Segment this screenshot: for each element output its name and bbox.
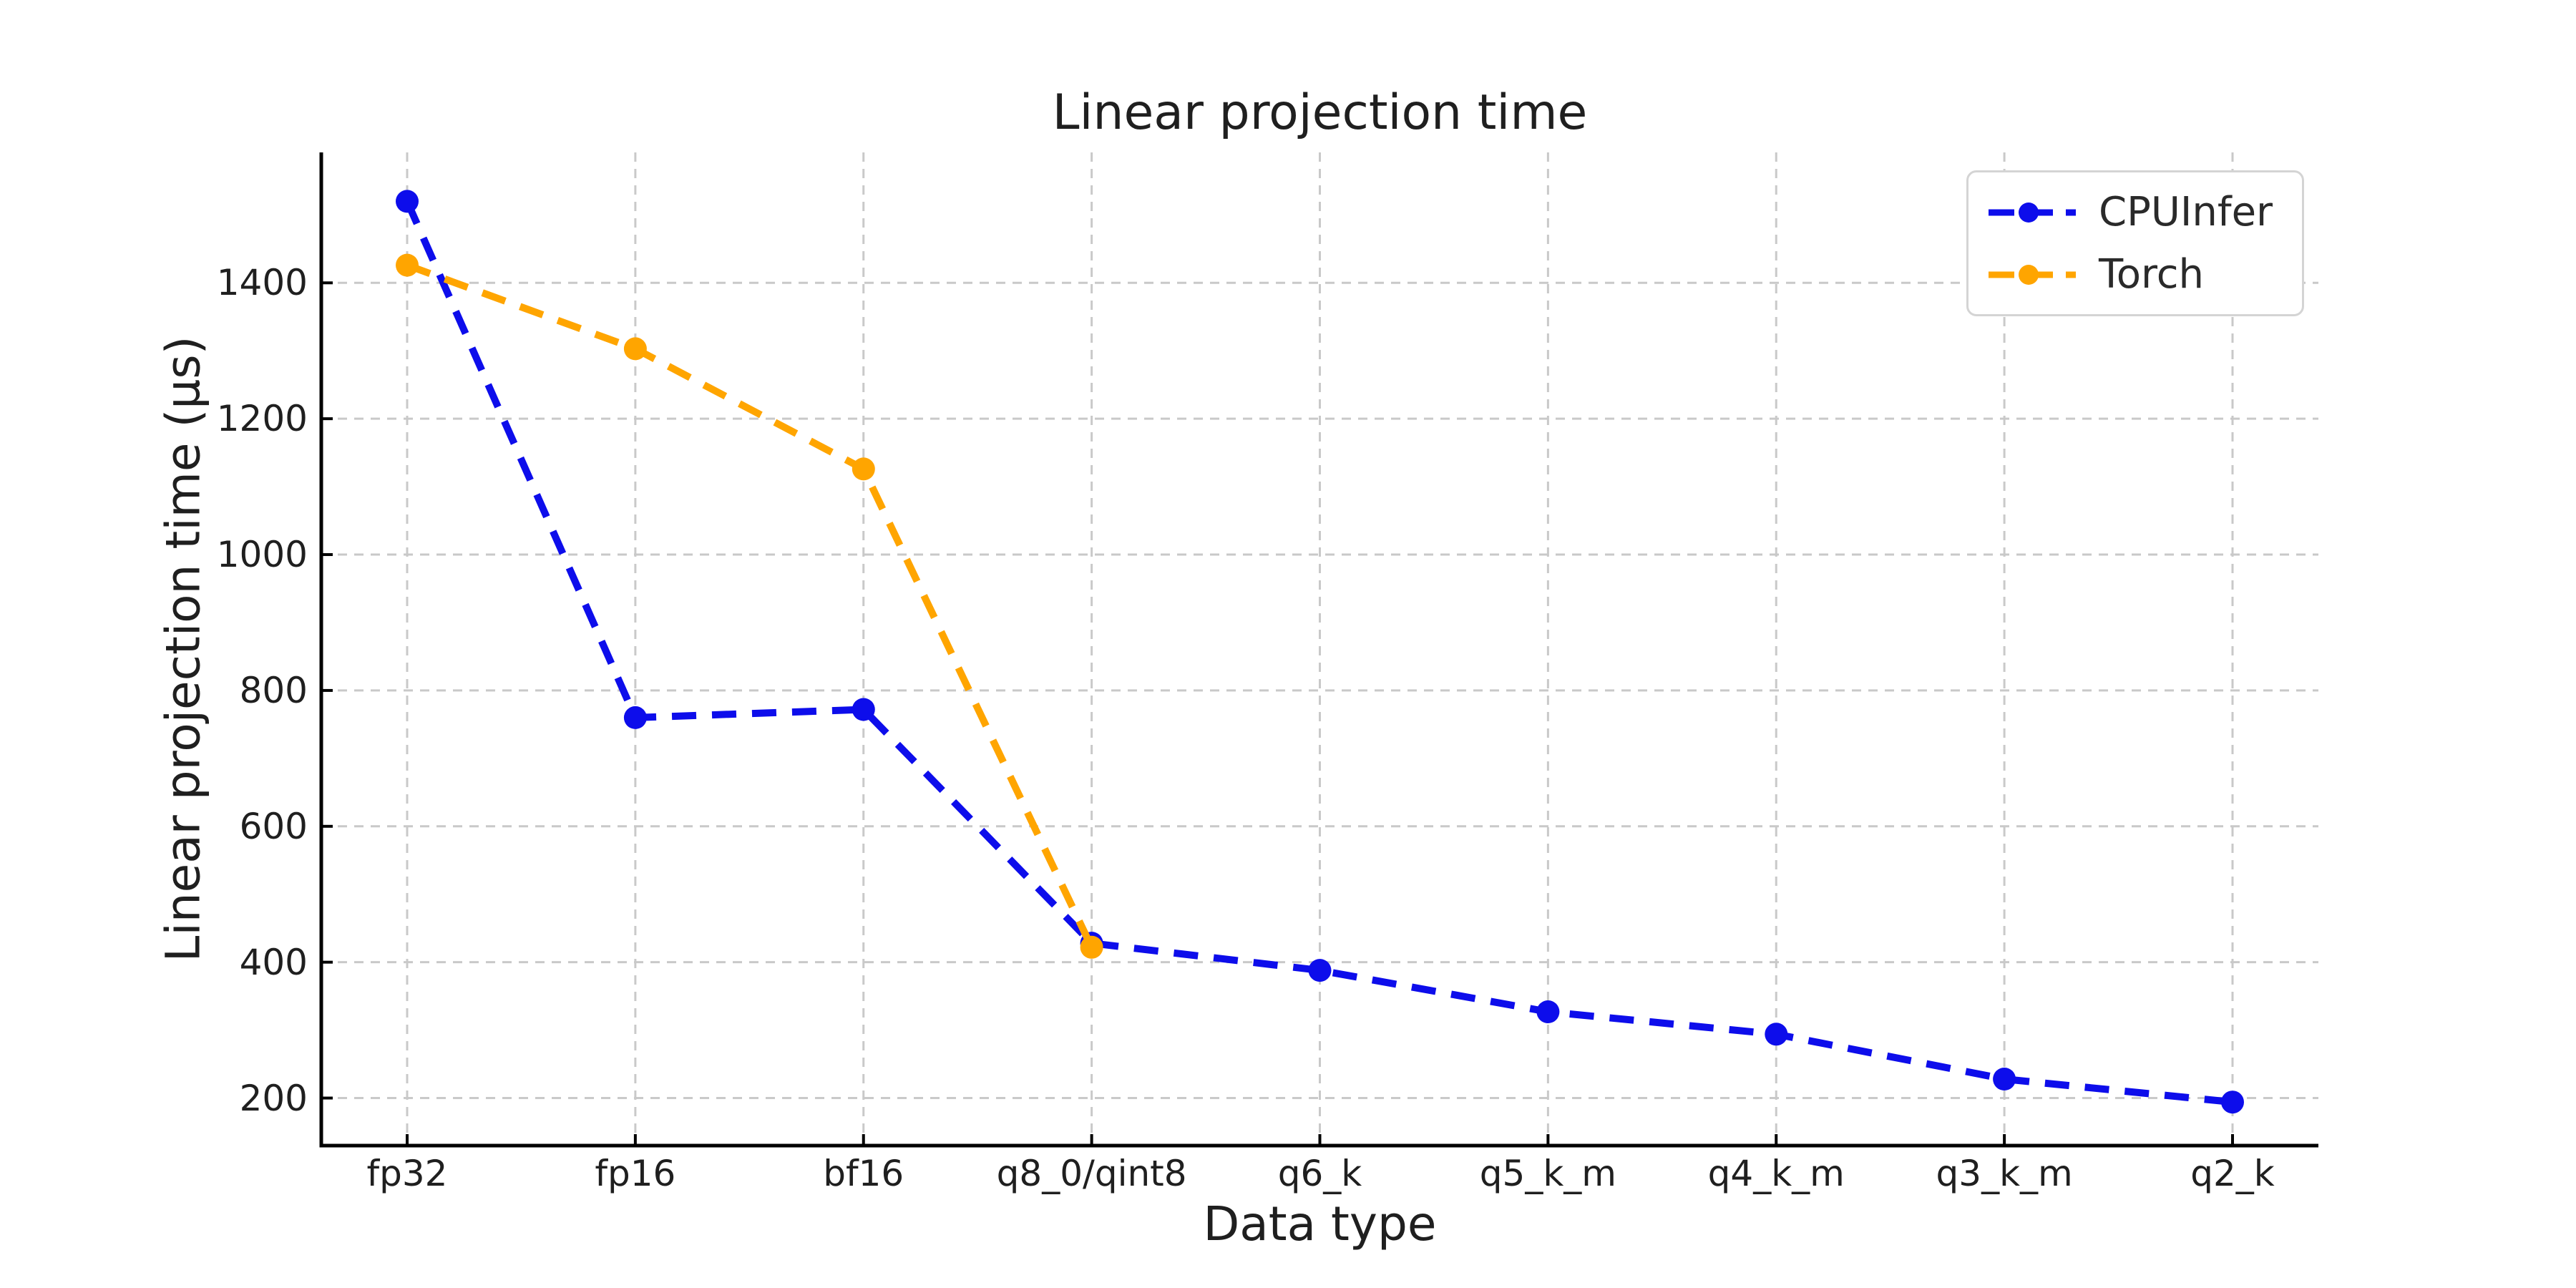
x-tick-label: q8_0/qint8 — [996, 1153, 1187, 1194]
y-tick-label: 800 — [239, 669, 308, 711]
data-point-CPUInfer — [1536, 1000, 1560, 1023]
y-tick-label: 200 — [239, 1077, 308, 1119]
y-tick-label: 400 — [239, 941, 308, 983]
x-tick-label: bf16 — [823, 1153, 904, 1194]
data-point-CPUInfer — [396, 190, 419, 213]
x-tick-label: q2_k — [2190, 1153, 2275, 1194]
y-tick-label: 1400 — [216, 262, 308, 304]
data-point-Torch — [1080, 935, 1103, 959]
data-point-CPUInfer — [1308, 959, 1332, 982]
x-tick-label: fp16 — [595, 1153, 676, 1194]
data-point-CPUInfer — [1993, 1068, 2016, 1091]
x-tick-label: q6_k — [1277, 1153, 1362, 1194]
legend: CPUInfer Torch — [1966, 170, 2304, 316]
x-tick-label: q3_k_m — [1936, 1153, 2073, 1194]
x-tick-label: q4_k_m — [1707, 1153, 1845, 1194]
data-point-CPUInfer — [852, 698, 875, 721]
chart-title: Linear projection time — [1052, 84, 1588, 141]
series-line-CPUInfer — [404, 200, 2233, 1106]
y-tick-label: 600 — [239, 805, 308, 847]
data-point-CPUInfer — [623, 706, 647, 729]
x-tick-label: fp32 — [366, 1153, 448, 1194]
data-point-CPUInfer — [1765, 1023, 1788, 1046]
x-axis-label: Data type — [1203, 1196, 1437, 1252]
data-point-Torch — [623, 337, 647, 361]
legend-item-Torch: Torch — [1986, 251, 2285, 298]
series-line-Torch — [406, 261, 1096, 949]
data-point-Torch — [396, 253, 419, 277]
data-point-Torch — [852, 457, 875, 481]
legend-item-label: Torch — [2099, 251, 2205, 298]
x-tick-label: q5_k_m — [1479, 1153, 1616, 1194]
y-tick-label: 1200 — [216, 398, 308, 440]
y-tick-label: 1000 — [216, 534, 308, 576]
legend-item-label: CPUInfer — [2099, 189, 2273, 235]
legend-item-CPUInfer: CPUInfer — [1986, 189, 2285, 235]
data-point-CPUInfer — [2221, 1091, 2244, 1114]
legend-color-sample — [1989, 264, 2076, 285]
legend-color-sample — [1989, 202, 2076, 223]
